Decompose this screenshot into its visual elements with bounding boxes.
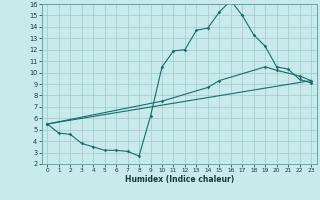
X-axis label: Humidex (Indice chaleur): Humidex (Indice chaleur) — [124, 175, 234, 184]
